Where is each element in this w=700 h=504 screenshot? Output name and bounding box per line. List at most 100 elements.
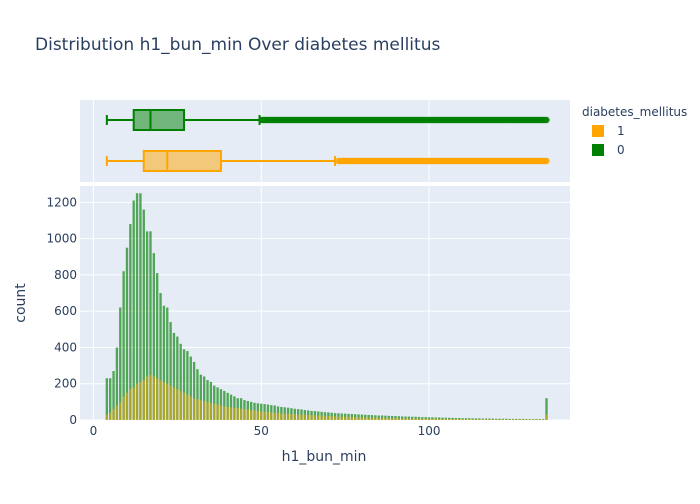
histogram-bar-1 <box>233 407 236 420</box>
histogram-bar-0 <box>162 305 166 420</box>
histogram-bar-1 <box>293 414 296 420</box>
histogram-bar-1 <box>340 416 343 420</box>
histogram-bar-1 <box>390 418 394 420</box>
histogram-bar-1 <box>253 410 256 420</box>
histogram-bar-1 <box>122 396 125 420</box>
histogram-bar-0 <box>169 322 172 420</box>
histogram-bar-1 <box>186 394 189 420</box>
histogram-bar-0 <box>119 307 122 420</box>
histogram-bar-0 <box>105 378 109 420</box>
histogram-bar-0 <box>545 398 548 420</box>
histogram-bar-1 <box>427 418 431 420</box>
histogram-bar-1 <box>327 416 330 420</box>
y-tick-label: 1200 <box>46 195 77 209</box>
histogram-bar-1 <box>441 418 444 420</box>
boxplot-box <box>132 109 186 131</box>
histogram-bar-0 <box>109 378 112 420</box>
histogram-bar-1 <box>303 414 307 420</box>
histogram-bar-1 <box>236 408 239 420</box>
histogram-bar-1 <box>213 403 216 420</box>
histogram-bar-1 <box>461 419 464 420</box>
histogram-bar-1 <box>528 419 531 420</box>
histogram-bar-1 <box>404 418 407 420</box>
histogram-bar-1 <box>444 418 447 420</box>
histogram-bar-1 <box>209 402 213 420</box>
histogram-bar-0 <box>370 415 374 420</box>
histogram-bar-0 <box>172 332 176 420</box>
histogram-bar-1 <box>384 418 387 420</box>
histogram-bar-0 <box>390 416 394 420</box>
histogram-bar-1 <box>501 419 505 420</box>
histogram-bar-1 <box>411 418 414 420</box>
histogram-bar-1 <box>317 415 320 420</box>
histogram-bar-1 <box>377 417 380 420</box>
histogram-bar-1 <box>249 410 253 420</box>
histogram-bar-0 <box>437 417 441 420</box>
histogram-bar-0 <box>182 349 186 420</box>
histogram-bar-1 <box>166 383 169 420</box>
y-tick-label: 0 <box>69 413 77 427</box>
histogram-bar-0 <box>458 418 461 420</box>
x-tick-label: 50 <box>254 424 269 438</box>
histogram-bar-0 <box>417 416 421 420</box>
histogram-bar-1 <box>152 376 156 420</box>
histogram-bar-0 <box>360 414 364 420</box>
histogram-bar-1 <box>115 405 119 420</box>
histogram-bar-0 <box>350 414 354 420</box>
histogram-bar-0 <box>501 418 505 420</box>
histogram-bar-1 <box>343 416 347 420</box>
histogram-bar-1 <box>545 414 548 420</box>
histogram-bar-1 <box>125 392 129 420</box>
histogram-bar-1 <box>498 419 501 420</box>
histogram-bar-1 <box>172 387 176 420</box>
histogram-bar-1 <box>286 413 290 420</box>
histogram-bar-1 <box>347 416 350 420</box>
histogram-bar-1 <box>488 419 491 420</box>
histogram-bar-0 <box>179 343 182 420</box>
histogram-bar-0 <box>206 380 209 420</box>
histogram-bar-1 <box>239 408 243 420</box>
histogram-bar-1 <box>300 414 303 420</box>
histogram-bar-1 <box>139 381 142 420</box>
legend-items: 10 <box>592 124 625 157</box>
histogram-bar-1 <box>323 415 327 420</box>
histogram-bar-1 <box>454 419 458 420</box>
boxplot-1 <box>105 150 550 172</box>
histogram-bar-1 <box>478 419 481 420</box>
histogram-bar-1 <box>159 380 162 420</box>
histogram-bar-1 <box>310 415 313 420</box>
histogram-bar-0 <box>166 307 169 420</box>
histogram-bar-1 <box>434 418 437 420</box>
histogram-bar-0 <box>444 417 447 420</box>
legend-title: diabetes_mellitus <box>582 105 687 119</box>
histogram-bar-1 <box>337 416 340 420</box>
histogram-bar-1 <box>189 396 192 420</box>
histogram-bar-0 <box>219 389 223 420</box>
histogram-bar-0 <box>474 418 478 420</box>
histogram-bar-0 <box>122 271 125 420</box>
histogram-bar-1 <box>179 390 182 420</box>
histogram-bar-1 <box>192 398 196 420</box>
histogram-bar-1 <box>119 401 122 420</box>
histogram-bar-1 <box>243 409 246 420</box>
legend: diabetes_mellitus 10 <box>582 105 687 157</box>
histogram-bar-1 <box>424 418 427 420</box>
legend-swatch-0 <box>592 144 604 156</box>
histogram-bar-0 <box>347 413 350 420</box>
histogram-bar-1 <box>132 387 135 420</box>
histogram-bar-0 <box>189 356 192 420</box>
histogram-bar-1 <box>176 389 179 420</box>
histogram-bar-1 <box>521 419 525 420</box>
histogram-bar-0 <box>354 414 357 420</box>
histogram-bar-1 <box>515 419 518 420</box>
histogram-bar-1 <box>354 417 357 420</box>
histogram-bar-0 <box>142 209 145 420</box>
histogram-bar-1 <box>525 419 528 420</box>
histogram-bar-1 <box>397 418 401 420</box>
histogram-bar-1 <box>320 415 323 420</box>
bar-layer <box>105 193 548 420</box>
axis-layer: 0 200 400 600 800 1000 1200 0 50 100 <box>46 195 440 438</box>
histogram-bar-0 <box>112 371 115 420</box>
histogram-bar-0 <box>213 385 216 420</box>
